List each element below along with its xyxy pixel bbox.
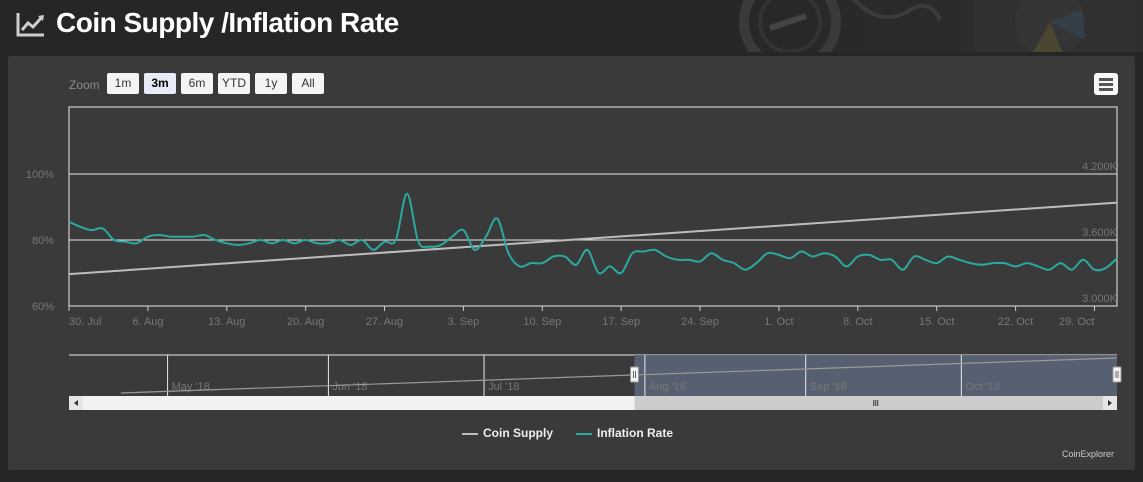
chart-menu-button[interactable] <box>1094 73 1118 95</box>
line-chart-icon <box>16 13 44 37</box>
series-line-inflation-rate <box>68 192 1118 275</box>
y-right-tick-label: 4.200K <box>1082 161 1118 173</box>
legend-symbol-inflation-rate <box>576 432 592 435</box>
menu-icon <box>1099 78 1113 81</box>
zoom-button-ytd[interactable]: YTD <box>218 73 250 94</box>
header-background-decoration <box>739 0 1135 52</box>
x-tick-label: 1. Oct <box>764 316 793 328</box>
navigator-handle-left[interactable] <box>630 366 640 383</box>
navigator-month-label: Aug '18 <box>649 381 686 393</box>
x-tick-label: 10. Sep <box>523 316 561 328</box>
navigator-selection <box>634 355 1117 396</box>
y-left-tick-label: 80% <box>32 235 54 247</box>
navigator-series-line <box>120 357 1118 394</box>
arrow-left-icon <box>74 400 78 406</box>
zoom-button-1m[interactable]: 1m <box>107 73 139 94</box>
legend-item-coin-supply[interactable]: Coin Supply <box>462 426 553 440</box>
zoom-label: Zoom <box>69 78 100 92</box>
plot-area-border <box>68 106 1118 307</box>
legend-symbol-coin-supply <box>462 432 478 435</box>
x-tick-label: 3. Sep <box>448 316 480 328</box>
x-tick-label: 13. Aug <box>208 316 245 328</box>
y-right-tick-label: 3.600K <box>1082 227 1118 239</box>
x-tick-label: 20. Aug <box>287 316 324 328</box>
credits[interactable]: CoinExplorer <box>1062 449 1115 459</box>
x-tick-label: 17. Sep <box>602 316 640 328</box>
y-left-tick-label: 100% <box>26 169 54 181</box>
legend-item-inflation-rate[interactable]: Inflation Rate <box>576 426 673 440</box>
x-tick-label: 15. Oct <box>919 316 954 328</box>
arrow-right-icon <box>1108 400 1112 406</box>
page-title: Coin Supply /Inflation Rate <box>56 7 399 38</box>
navigator-month-label: Oct '18 <box>965 381 1000 393</box>
zoom-button-3m[interactable]: 3m <box>144 73 176 94</box>
menu-icon-bar <box>1099 88 1113 91</box>
x-tick-label: 27. Aug <box>366 316 403 328</box>
zoom-button-1y[interactable]: 1y <box>255 73 287 94</box>
navigator-month-label: Jun '18 <box>332 381 367 393</box>
menu-icon-bar <box>1099 83 1113 86</box>
series-line-coin-supply <box>68 201 1118 276</box>
y-left-tick-label: 60% <box>32 301 54 313</box>
zoom-button-all[interactable]: All <box>292 73 324 94</box>
legend-label-coin-supply: Coin Supply <box>483 426 553 440</box>
zoom-button-6m[interactable]: 6m <box>181 73 213 94</box>
x-tick-label: 22. Oct <box>998 316 1033 328</box>
x-tick-label: 8. Oct <box>843 316 872 328</box>
y-right-tick-label: 3.000K <box>1082 293 1118 305</box>
legend-label-inflation-rate: Inflation Rate <box>597 426 674 440</box>
navigator-month-label: Jul '18 <box>488 381 519 393</box>
navigator-handle-right[interactable] <box>1112 366 1122 383</box>
x-tick-label: 29. Oct <box>1059 316 1094 328</box>
x-tick-label: 24. Sep <box>681 316 719 328</box>
x-tick-label: 6. Aug <box>132 316 163 328</box>
x-tick-label: 30. Jul <box>69 316 101 328</box>
header: Coin Supply /Inflation Rate <box>0 0 1143 52</box>
navigator-month-label: Sep '18 <box>810 381 847 393</box>
